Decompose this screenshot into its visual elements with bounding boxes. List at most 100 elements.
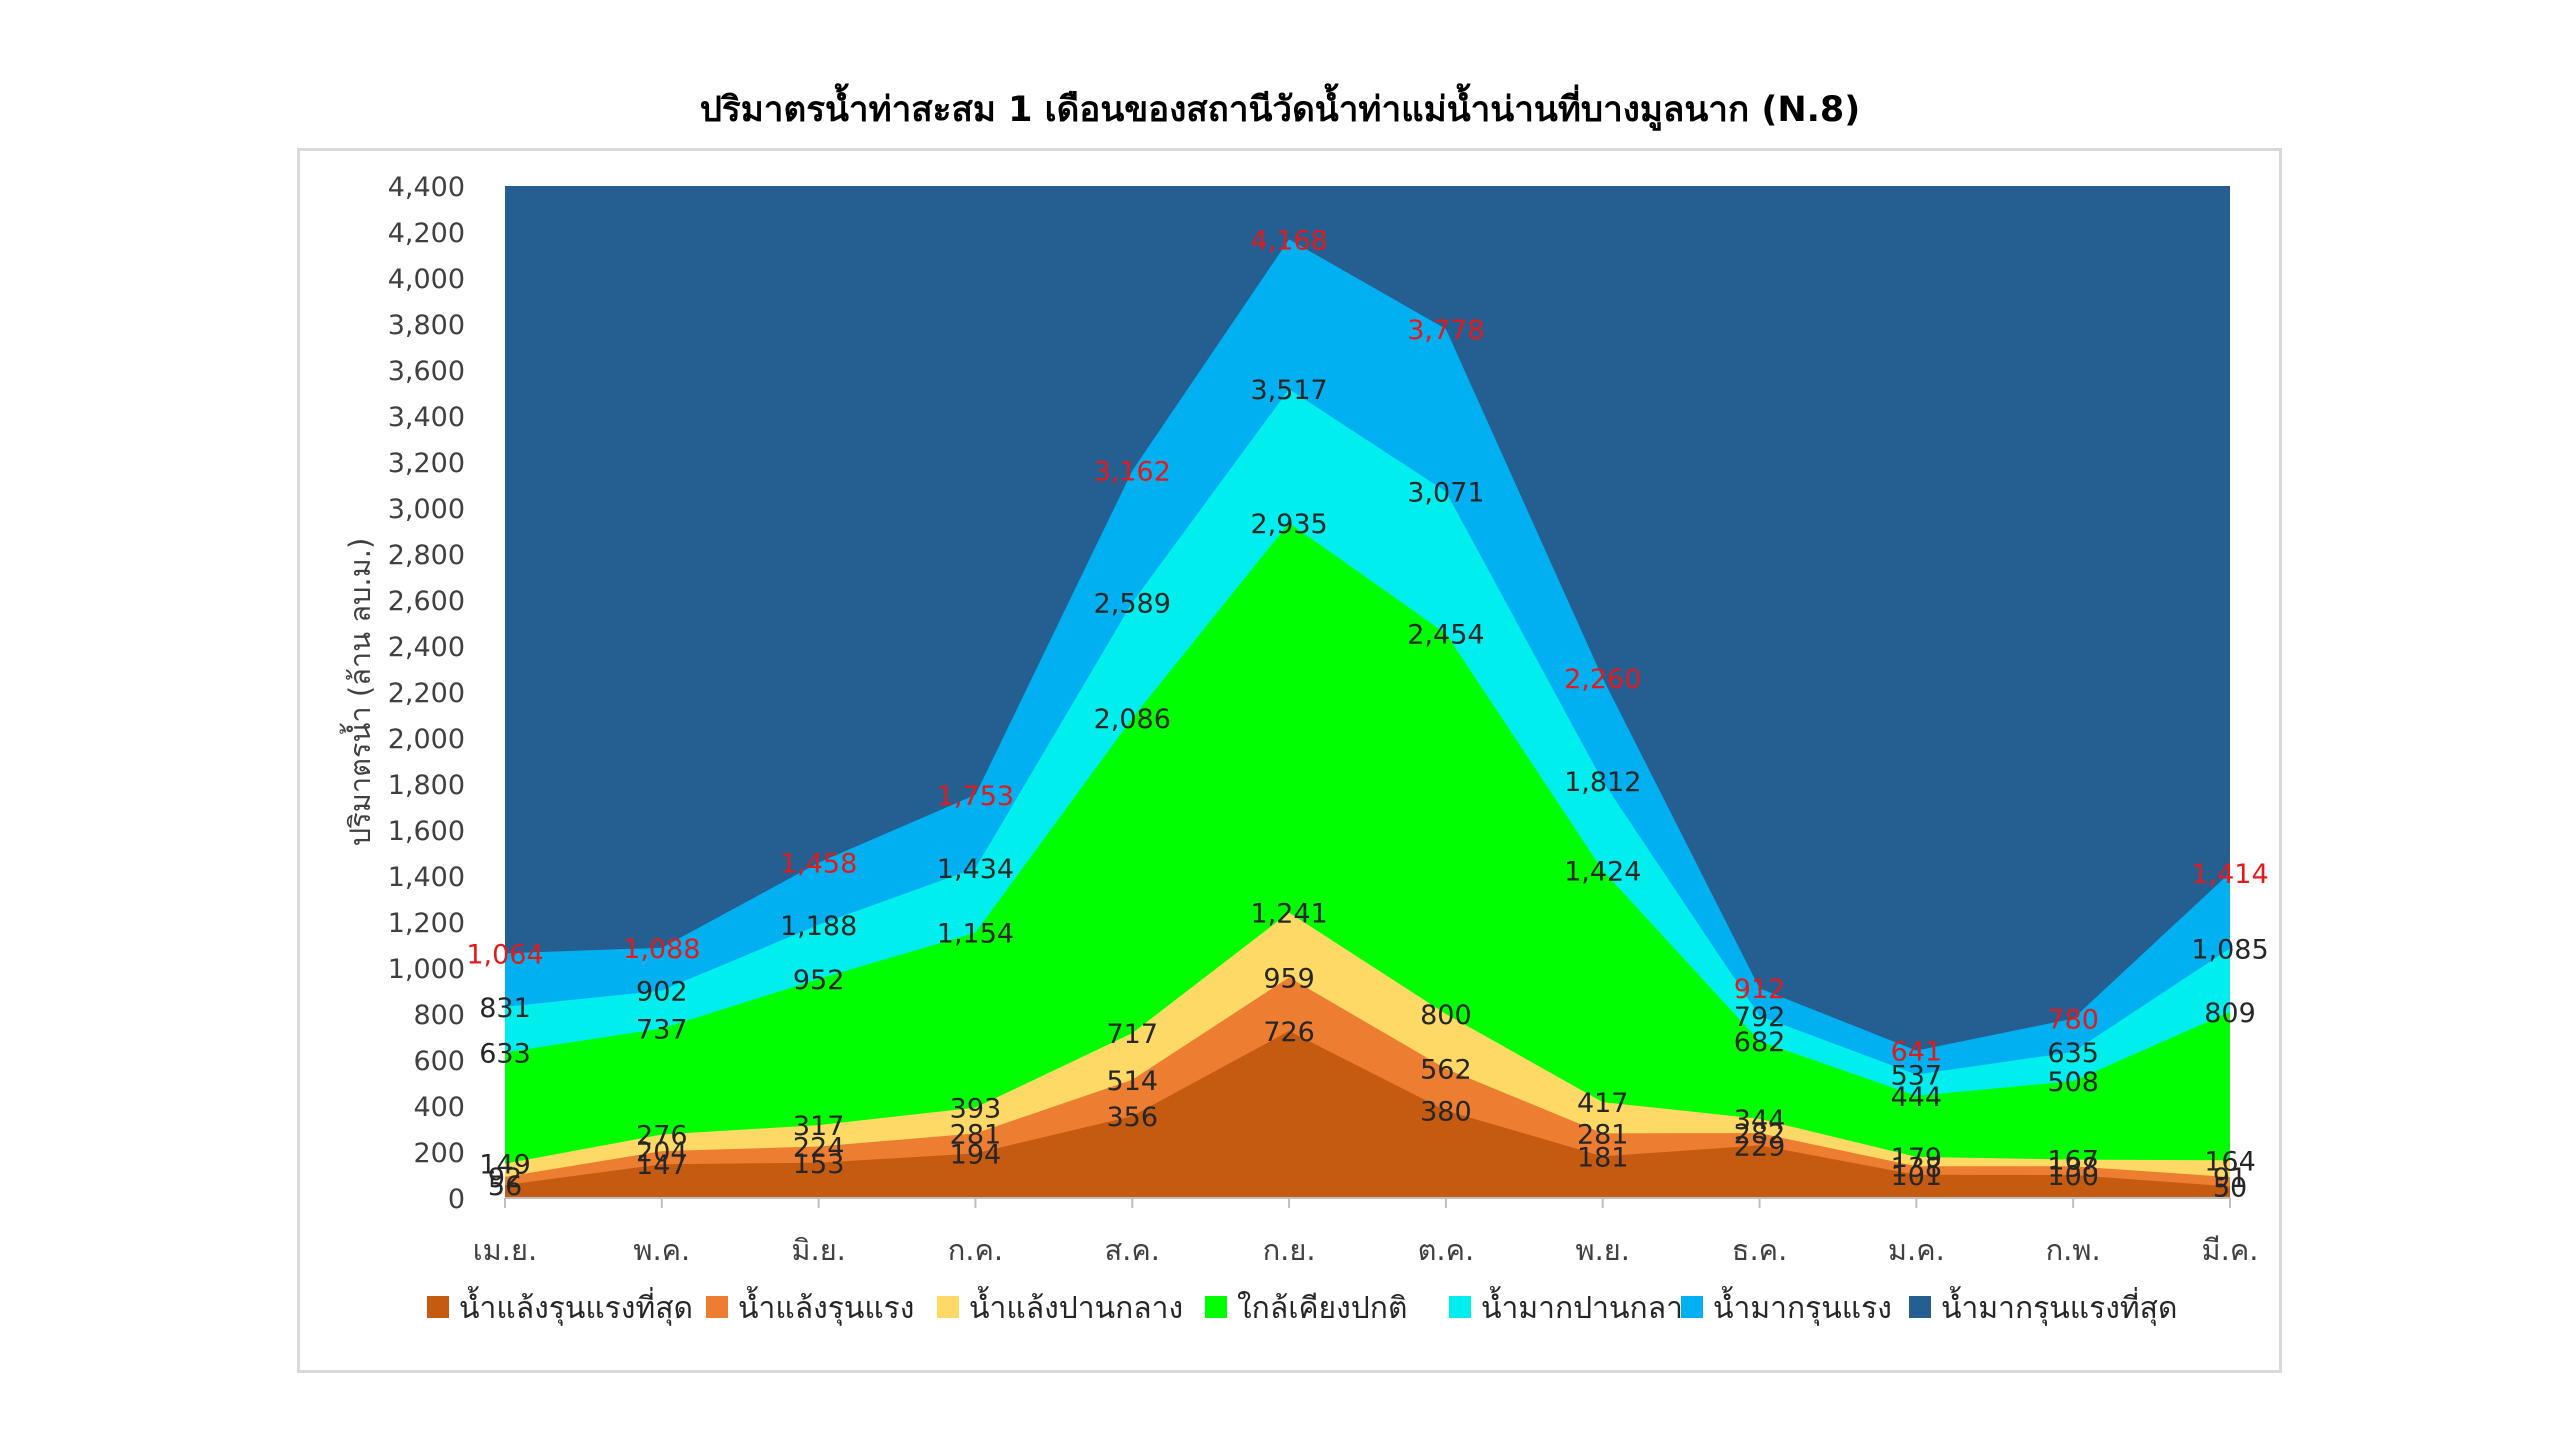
data-label: 164: [2204, 1146, 2256, 1177]
data-label: 50: [2213, 1173, 2247, 1204]
data-label: 344: [1734, 1105, 1786, 1136]
legend-swatch: [937, 1296, 959, 1318]
data-label: 393: [950, 1094, 1002, 1125]
legend-label: ใกล้เคียงปกติ: [1237, 1291, 1407, 1326]
data-label: 1,812: [1564, 767, 1641, 798]
y-tick-label: 3,200: [388, 448, 465, 479]
x-tick-label: ก.พ.: [2046, 1233, 2101, 1267]
data-label: 356: [1106, 1102, 1158, 1133]
legend-swatch: [427, 1296, 449, 1318]
data-label: 149: [479, 1150, 531, 1181]
y-tick-label: 1,600: [388, 816, 465, 847]
data-label: 194: [950, 1139, 1002, 1170]
data-label: 2,589: [1094, 589, 1171, 620]
x-tick-label: พ.ค.: [633, 1233, 690, 1267]
data-label: 281: [950, 1119, 1002, 1150]
data-label: 952: [793, 965, 845, 996]
legend-label: น้ำมากรุนแรง: [1713, 1286, 1892, 1327]
data-label: 792: [1734, 1002, 1786, 1033]
data-label: 1,458: [780, 849, 857, 880]
x-tick-label: พ.ย.: [1575, 1233, 1630, 1267]
y-tick-label: 4,200: [388, 218, 465, 249]
data-label: 633: [479, 1038, 531, 1069]
x-tick-label: ก.ย.: [1263, 1233, 1316, 1267]
data-label: 276: [636, 1121, 688, 1152]
y-tick-label: 4,400: [388, 172, 465, 203]
chart-title: ปริมาตรน้ำท่าสะสม 1 เดือนของสถานีวัดน้ำท…: [699, 90, 1861, 130]
x-tick-label: ม.ค.: [1888, 1233, 1945, 1267]
chart-frame: [297, 148, 2282, 1373]
y-tick-label: 1,200: [388, 908, 465, 939]
data-label: 514: [1106, 1066, 1158, 1097]
legend-label: น้ำมากปานกลาง: [1481, 1286, 1698, 1326]
y-tick-label: 3,600: [388, 356, 465, 387]
y-tick-label: 1,800: [388, 770, 465, 801]
data-label: 4,168: [1250, 225, 1327, 256]
area-series-0: [505, 1031, 2230, 1198]
y-tick-label: 2,200: [388, 678, 465, 709]
y-tick-label: 200: [413, 1138, 465, 1169]
data-label: 2,454: [1407, 620, 1484, 651]
data-label: 959: [1263, 963, 1315, 994]
data-label: 91: [2213, 1163, 2247, 1194]
data-label: 562: [1420, 1055, 1472, 1086]
data-label: 902: [636, 977, 688, 1008]
legend-swatch: [1909, 1296, 1931, 1318]
y-tick-label: 0: [448, 1184, 465, 1215]
data-label: 3,071: [1407, 478, 1484, 509]
legend-swatch: [1681, 1296, 1703, 1318]
data-label: 1,085: [2191, 934, 2268, 965]
x-tick-label: ธ.ค.: [1732, 1233, 1788, 1267]
legend-label: น้ำแล้งปานกลาง: [969, 1286, 1183, 1326]
legend-label: น้ำแล้งรุนแรงที่สุด: [459, 1286, 693, 1327]
data-label: 282: [1734, 1119, 1786, 1150]
data-label: 717: [1106, 1019, 1158, 1050]
data-label: 780: [2047, 1005, 2099, 1036]
data-label: 800: [1420, 1000, 1472, 1031]
data-label: 1,088: [623, 934, 700, 965]
x-tick-label: ต.ค.: [1418, 1233, 1475, 1267]
y-tick-label: 800: [413, 1000, 465, 1031]
data-label: 138: [2047, 1152, 2099, 1183]
legend-swatch: [1449, 1296, 1471, 1318]
data-label: 2,935: [1250, 509, 1327, 540]
data-label: 831: [479, 993, 531, 1024]
data-label: 809: [2204, 998, 2256, 1029]
legend-swatch: [1205, 1296, 1227, 1318]
data-label: 3,778: [1407, 315, 1484, 346]
data-label: 229: [1734, 1131, 1786, 1162]
data-label: 204: [636, 1137, 688, 1168]
data-label: 317: [793, 1111, 845, 1142]
data-label: 508: [2047, 1067, 2099, 1098]
data-label: 167: [2047, 1146, 2099, 1177]
data-label: 281: [1577, 1119, 1629, 1150]
legend-label: น้ำมากรุนแรงที่สุด: [1941, 1286, 2177, 1327]
y-tick-label: 3,400: [388, 402, 465, 433]
y-tick-label: 3,000: [388, 494, 465, 525]
data-label: 181: [1577, 1142, 1629, 1173]
legend-swatch: [706, 1296, 728, 1318]
legend-label: น้ำแล้งรุนแรง: [738, 1286, 914, 1327]
data-label: 444: [1891, 1082, 1943, 1113]
y-tick-label: 1,000: [388, 954, 465, 985]
data-label: 380: [1420, 1097, 1472, 1128]
data-label: 537: [1891, 1060, 1943, 1091]
area-series-3: [505, 522, 2230, 1198]
data-label: 3,162: [1094, 457, 1171, 488]
data-label: 1,188: [780, 911, 857, 942]
x-tick-label: เม.ย.: [473, 1233, 537, 1267]
data-label: 138: [1891, 1152, 1943, 1183]
axes: 0 200 400 600 800 1,000 1,200 1,400 1,600 1,800 2,…: [339, 172, 2258, 1267]
y-tick-label: 2,400: [388, 632, 465, 663]
data-label: 2,086: [1094, 704, 1171, 735]
x-tick-label: ก.ค.: [948, 1233, 1003, 1267]
data-label: 3,517: [1250, 375, 1327, 406]
legend: น้ำแล้งรุนแรงที่สุด น้ำแล้งรุนแรง น้ำแล้งป…: [427, 1286, 2177, 1327]
data-label: 179: [1891, 1143, 1943, 1174]
y-tick-label: 2,000: [388, 724, 465, 755]
y-tick-label: 3,800: [388, 310, 465, 341]
data-label: 1,434: [937, 854, 1014, 885]
data-label: 2,260: [1564, 664, 1641, 695]
